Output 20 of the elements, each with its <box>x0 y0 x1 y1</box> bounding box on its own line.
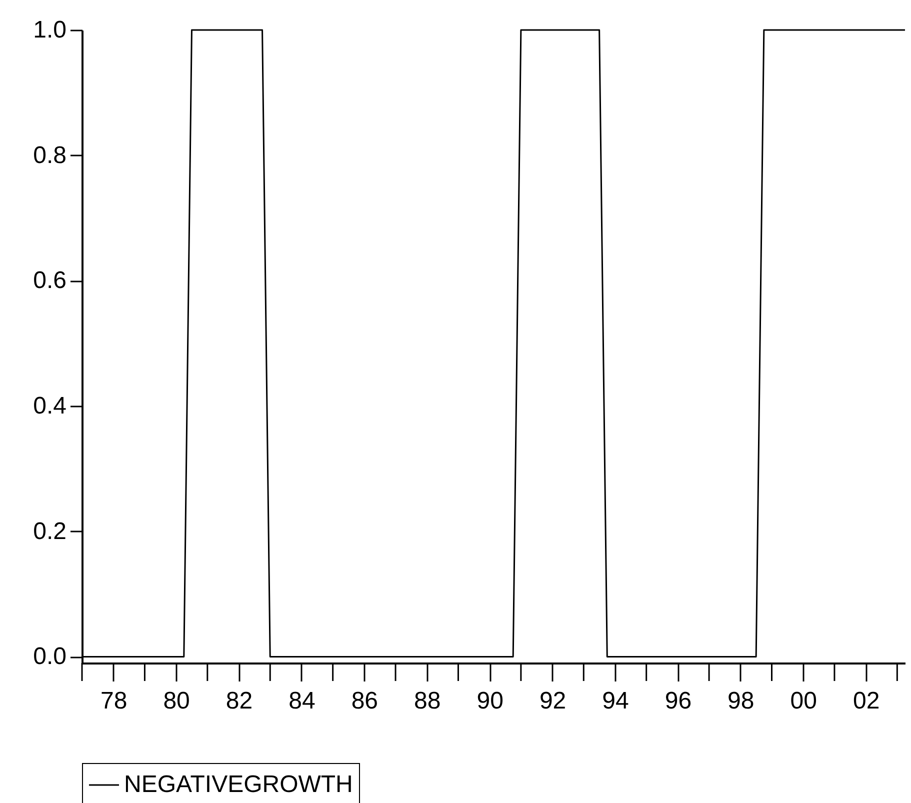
x-tick-label: 96 <box>664 688 692 714</box>
x-tick-label: 86 <box>351 688 378 714</box>
x-tick-label: 88 <box>414 688 441 714</box>
x-tick-label: 92 <box>539 688 566 714</box>
x-tick-label: 82 <box>226 688 253 714</box>
x-tick-label: 00 <box>790 688 817 714</box>
y-tick-label: 0.4 <box>33 392 66 420</box>
y-tick-label: 0.2 <box>33 518 66 545</box>
x-tick-label: 90 <box>476 688 504 714</box>
legend-label: NEGATIVEGROWTH <box>124 771 353 798</box>
x-tick-label: 80 <box>163 688 190 714</box>
y-tick-label: 0.0 <box>33 643 66 670</box>
y-tick-label: 0.6 <box>33 267 66 294</box>
x-tick-label: 84 <box>288 688 316 714</box>
x-tick-label: 98 <box>728 688 754 714</box>
y-tick-label: 1.0 <box>33 16 66 44</box>
x-tick-label: 78 <box>100 688 128 714</box>
x-tick-label: 02 <box>852 688 880 714</box>
x-tick-label: 94 <box>602 688 629 714</box>
y-tick-label: 0.8 <box>33 142 66 169</box>
